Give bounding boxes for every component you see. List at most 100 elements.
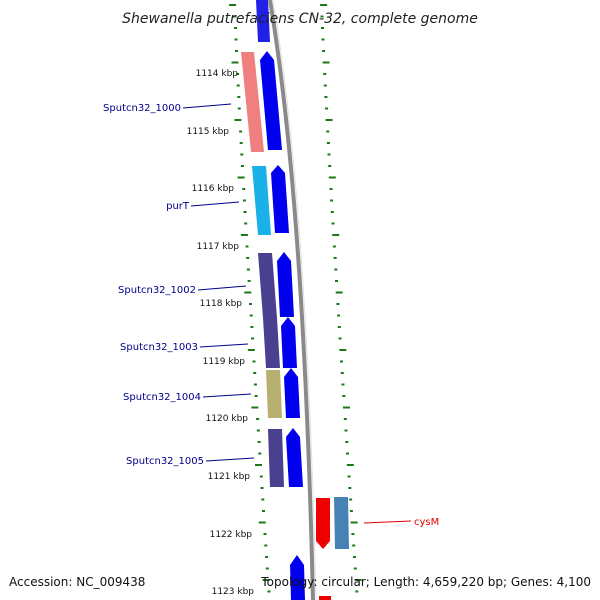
tick-minor <box>324 96 328 98</box>
tick-minor <box>265 556 269 558</box>
tick-minor <box>330 211 334 213</box>
gene-label-purt[interactable]: purT <box>166 201 190 212</box>
cds-arrow-cysm-reverse <box>316 498 330 549</box>
tick-major <box>240 234 248 236</box>
tick-minor <box>251 337 255 340</box>
tick-minor <box>328 165 332 167</box>
cds-arrow-6 <box>286 428 303 487</box>
tick-minor <box>262 510 265 512</box>
tick-minor <box>332 245 336 248</box>
tick-major <box>332 234 340 236</box>
cds-arrow-4 <box>281 317 297 368</box>
kbp-label-1114: 1114 kbp <box>196 69 239 79</box>
tick-minor <box>333 257 337 259</box>
kbp-label-1115: 1115 kbp <box>187 127 230 137</box>
gene-block-cysm <box>334 497 349 549</box>
tick-minor <box>335 280 338 282</box>
genome-backbone-highlight <box>272 0 317 600</box>
tick-minor <box>349 498 353 501</box>
gene-label-sputcn32-1004[interactable]: Sputcn32_1004 <box>123 392 201 403</box>
tick-minor <box>267 590 271 593</box>
tick-minor <box>263 533 267 535</box>
kbp-label-1117: 1117 kbp <box>197 242 240 252</box>
gene-label-sputcn32-1002[interactable]: Sputcn32_1002 <box>118 285 196 296</box>
accession-text: Accession: NC_009438 <box>9 575 145 589</box>
cds-arrow-1 <box>260 51 282 150</box>
left-tick-track <box>229 4 271 593</box>
tick-major <box>343 406 350 409</box>
tick-minor <box>245 245 249 248</box>
tick-minor <box>242 199 246 202</box>
tick-major <box>354 579 362 581</box>
cds-arrow-5 <box>284 368 300 418</box>
tick-minor <box>326 142 330 144</box>
tick-major <box>231 61 239 64</box>
kbp-scale-labels: 1114 kbp 1115 kbp 1116 kbp 1117 kbp 1118… <box>187 69 255 597</box>
tick-minor <box>322 50 326 52</box>
tick-minor <box>249 314 253 317</box>
tick-minor <box>261 498 265 501</box>
tick-minor <box>259 475 263 478</box>
tick-major <box>322 61 330 64</box>
tick-major <box>244 291 252 294</box>
kbp-label-1120: 1120 kbp <box>206 414 249 424</box>
tick-minor <box>338 337 342 340</box>
tick-major <box>350 521 358 524</box>
tick-minor <box>234 38 238 41</box>
tick-major <box>320 4 328 6</box>
gene-block-top <box>256 0 270 42</box>
leader-sputcn32-1000 <box>182 103 232 109</box>
tick-minor <box>337 314 341 317</box>
tick-minor <box>244 222 248 225</box>
tick-major <box>255 464 262 466</box>
tick-minor <box>344 429 348 432</box>
gene-label-sputcn32-1003[interactable]: Sputcn32_1003 <box>120 342 198 353</box>
tick-minor <box>325 107 328 110</box>
tick-major <box>229 4 237 6</box>
gene-label-sputcn32-1000[interactable]: Sputcn32_1000 <box>103 103 181 114</box>
tick-minor <box>353 567 357 570</box>
tick-minor <box>240 153 244 156</box>
tick-minor <box>253 383 257 386</box>
right-tick-track <box>320 4 362 593</box>
gene-label-cysm[interactable]: cysM <box>414 517 439 528</box>
tick-minor <box>323 73 327 75</box>
tick-major <box>237 176 245 179</box>
tick-minor <box>353 556 356 558</box>
tick-minor <box>337 326 341 328</box>
tick-minor <box>355 590 359 593</box>
tick-minor <box>257 441 261 443</box>
leader-cysm <box>363 520 412 524</box>
tick-minor <box>330 199 334 202</box>
tick-minor <box>340 372 344 374</box>
gene-block-bottom <box>319 596 331 600</box>
tick-minor <box>239 130 243 133</box>
tick-minor <box>237 96 241 98</box>
kbp-label-1121: 1121 kbp <box>208 472 251 482</box>
tick-major <box>335 291 343 294</box>
tick-minor <box>246 257 250 259</box>
tick-minor <box>348 487 352 489</box>
tick-minor <box>260 487 264 489</box>
tick-minor <box>256 418 260 420</box>
gene-label-sputcn32-1005[interactable]: Sputcn32_1005 <box>126 456 204 467</box>
tick-minor <box>258 452 262 455</box>
leader-sputcn32-1005 <box>205 457 255 462</box>
tick-minor <box>347 475 351 478</box>
tick-minor <box>340 360 343 363</box>
tick-minor <box>329 188 333 190</box>
leader-sputcn32-1004 <box>202 393 252 398</box>
gene-block-sputcn32-1002 <box>258 253 277 318</box>
tick-minor <box>352 544 356 547</box>
tick-minor <box>265 567 269 570</box>
tick-minor <box>235 50 238 52</box>
tick-major <box>346 464 354 466</box>
tick-major <box>251 406 259 409</box>
tick-minor <box>323 84 327 87</box>
kbp-label-1116: 1116 kbp <box>192 184 235 194</box>
gene-block-sputcn32-1005 <box>268 429 284 487</box>
tick-minor <box>247 280 251 282</box>
tick-minor <box>256 429 260 432</box>
genome-summary-text: Topology: circular; Length: 4,659,220 bp… <box>260 575 591 589</box>
